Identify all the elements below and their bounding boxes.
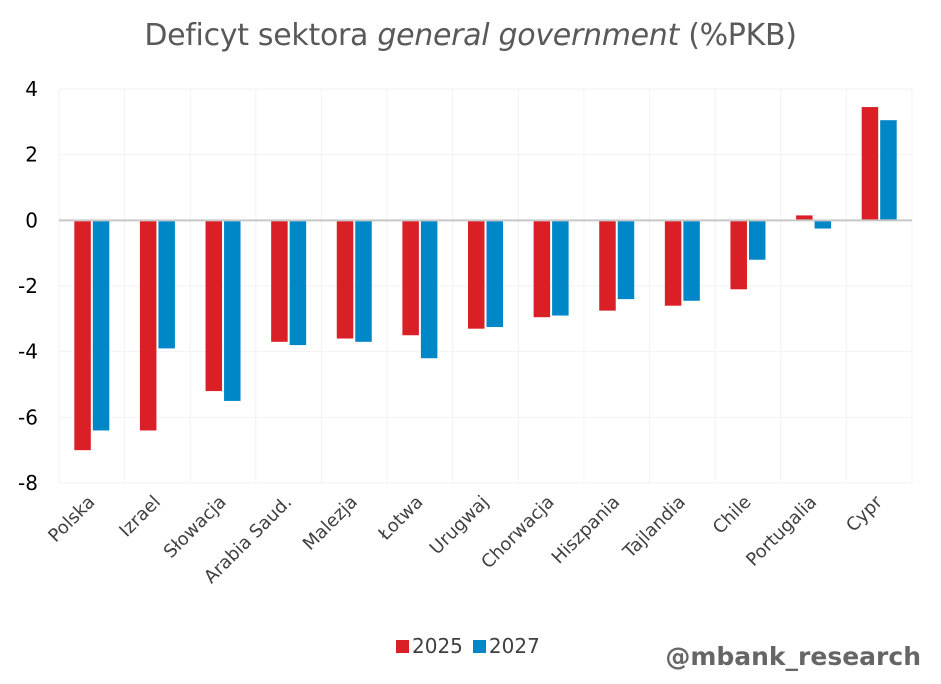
- bar-2027-portugalia: [814, 220, 832, 229]
- x-tick-label: Malezja: [299, 492, 362, 555]
- y-tick-label: -4: [18, 340, 38, 364]
- legend: 2025 2027: [396, 634, 550, 658]
- bars: [74, 107, 897, 451]
- bar-2027-polska: [92, 220, 110, 431]
- y-tick-label: -2: [18, 274, 38, 298]
- legend-swatch: [472, 639, 486, 653]
- legend-item-2025: 2025: [396, 634, 463, 658]
- y-tick-label: 2: [25, 143, 38, 167]
- x-tick-label: Izrael: [115, 492, 165, 542]
- bar-2027-tajlandia: [683, 220, 700, 301]
- bar-2027-chile: [748, 220, 766, 260]
- bar-2027-izrael: [158, 220, 175, 349]
- y-tick-label: -6: [18, 405, 38, 429]
- chart-title-part: Deficyt sektora: [144, 18, 378, 53]
- bar-2025-polska: [74, 220, 91, 451]
- legend-label: 2025: [412, 634, 463, 658]
- bar-2025-cypr: [861, 107, 879, 221]
- bar-2025-portugalia: [796, 215, 813, 221]
- bar-2025-chile: [730, 220, 747, 290]
- chart-title-part: (%PKB): [678, 18, 797, 53]
- gridlines: [58, 88, 913, 484]
- bar-2025-malezja: [336, 220, 354, 339]
- x-tick-label: Cypr: [842, 491, 887, 536]
- bar-2027-arabia-saud-: [289, 220, 307, 346]
- bar-2025-izrael: [139, 220, 157, 431]
- x-tick-label: Hiszpania: [548, 492, 625, 569]
- y-tick-label: 0: [25, 208, 38, 232]
- bar-2027-chorwacja: [552, 220, 569, 316]
- legend-swatch: [396, 639, 409, 653]
- bar-2027-hiszpania: [617, 220, 635, 300]
- bar-2025-łotwa: [402, 220, 419, 336]
- bar-2027-łotwa: [420, 220, 438, 359]
- x-tick-label: Łotwa: [374, 492, 428, 546]
- bar-2027-cypr: [880, 120, 897, 221]
- x-tick-label: Chile: [709, 492, 756, 539]
- y-axis: 4 2 0 -2 -4 -6 -8: [18, 77, 38, 495]
- chart-title-part: general government: [377, 18, 679, 53]
- bar-2025-chorwacja: [533, 220, 551, 318]
- chart-title: Deficyt sektora general government (%PKB…: [0, 18, 941, 53]
- legend-label: 2027: [488, 634, 540, 658]
- bar-2025-słowacja: [205, 220, 223, 392]
- x-tick-label: Portugalia: [742, 492, 821, 571]
- bar-2025-urugwaj: [468, 220, 485, 329]
- bar-2027-malezja: [355, 220, 372, 342]
- x-tick-label: Urugwaj: [426, 492, 493, 559]
- bar-2027-urugwaj: [486, 220, 503, 328]
- bar-2025-tajlandia: [664, 220, 682, 306]
- y-tick-label: 4: [25, 77, 38, 101]
- bar-2027-słowacja: [224, 220, 241, 401]
- x-tick-label: Tajlandia: [618, 492, 689, 563]
- watermark: @mbank_research: [665, 642, 921, 671]
- bar-2025-hiszpania: [599, 220, 616, 311]
- x-tick-label: Polska: [44, 492, 99, 547]
- bar-2025-arabia-saud-: [271, 220, 288, 342]
- y-tick-label: -8: [18, 471, 38, 495]
- legend-item-2027: 2027: [472, 634, 540, 658]
